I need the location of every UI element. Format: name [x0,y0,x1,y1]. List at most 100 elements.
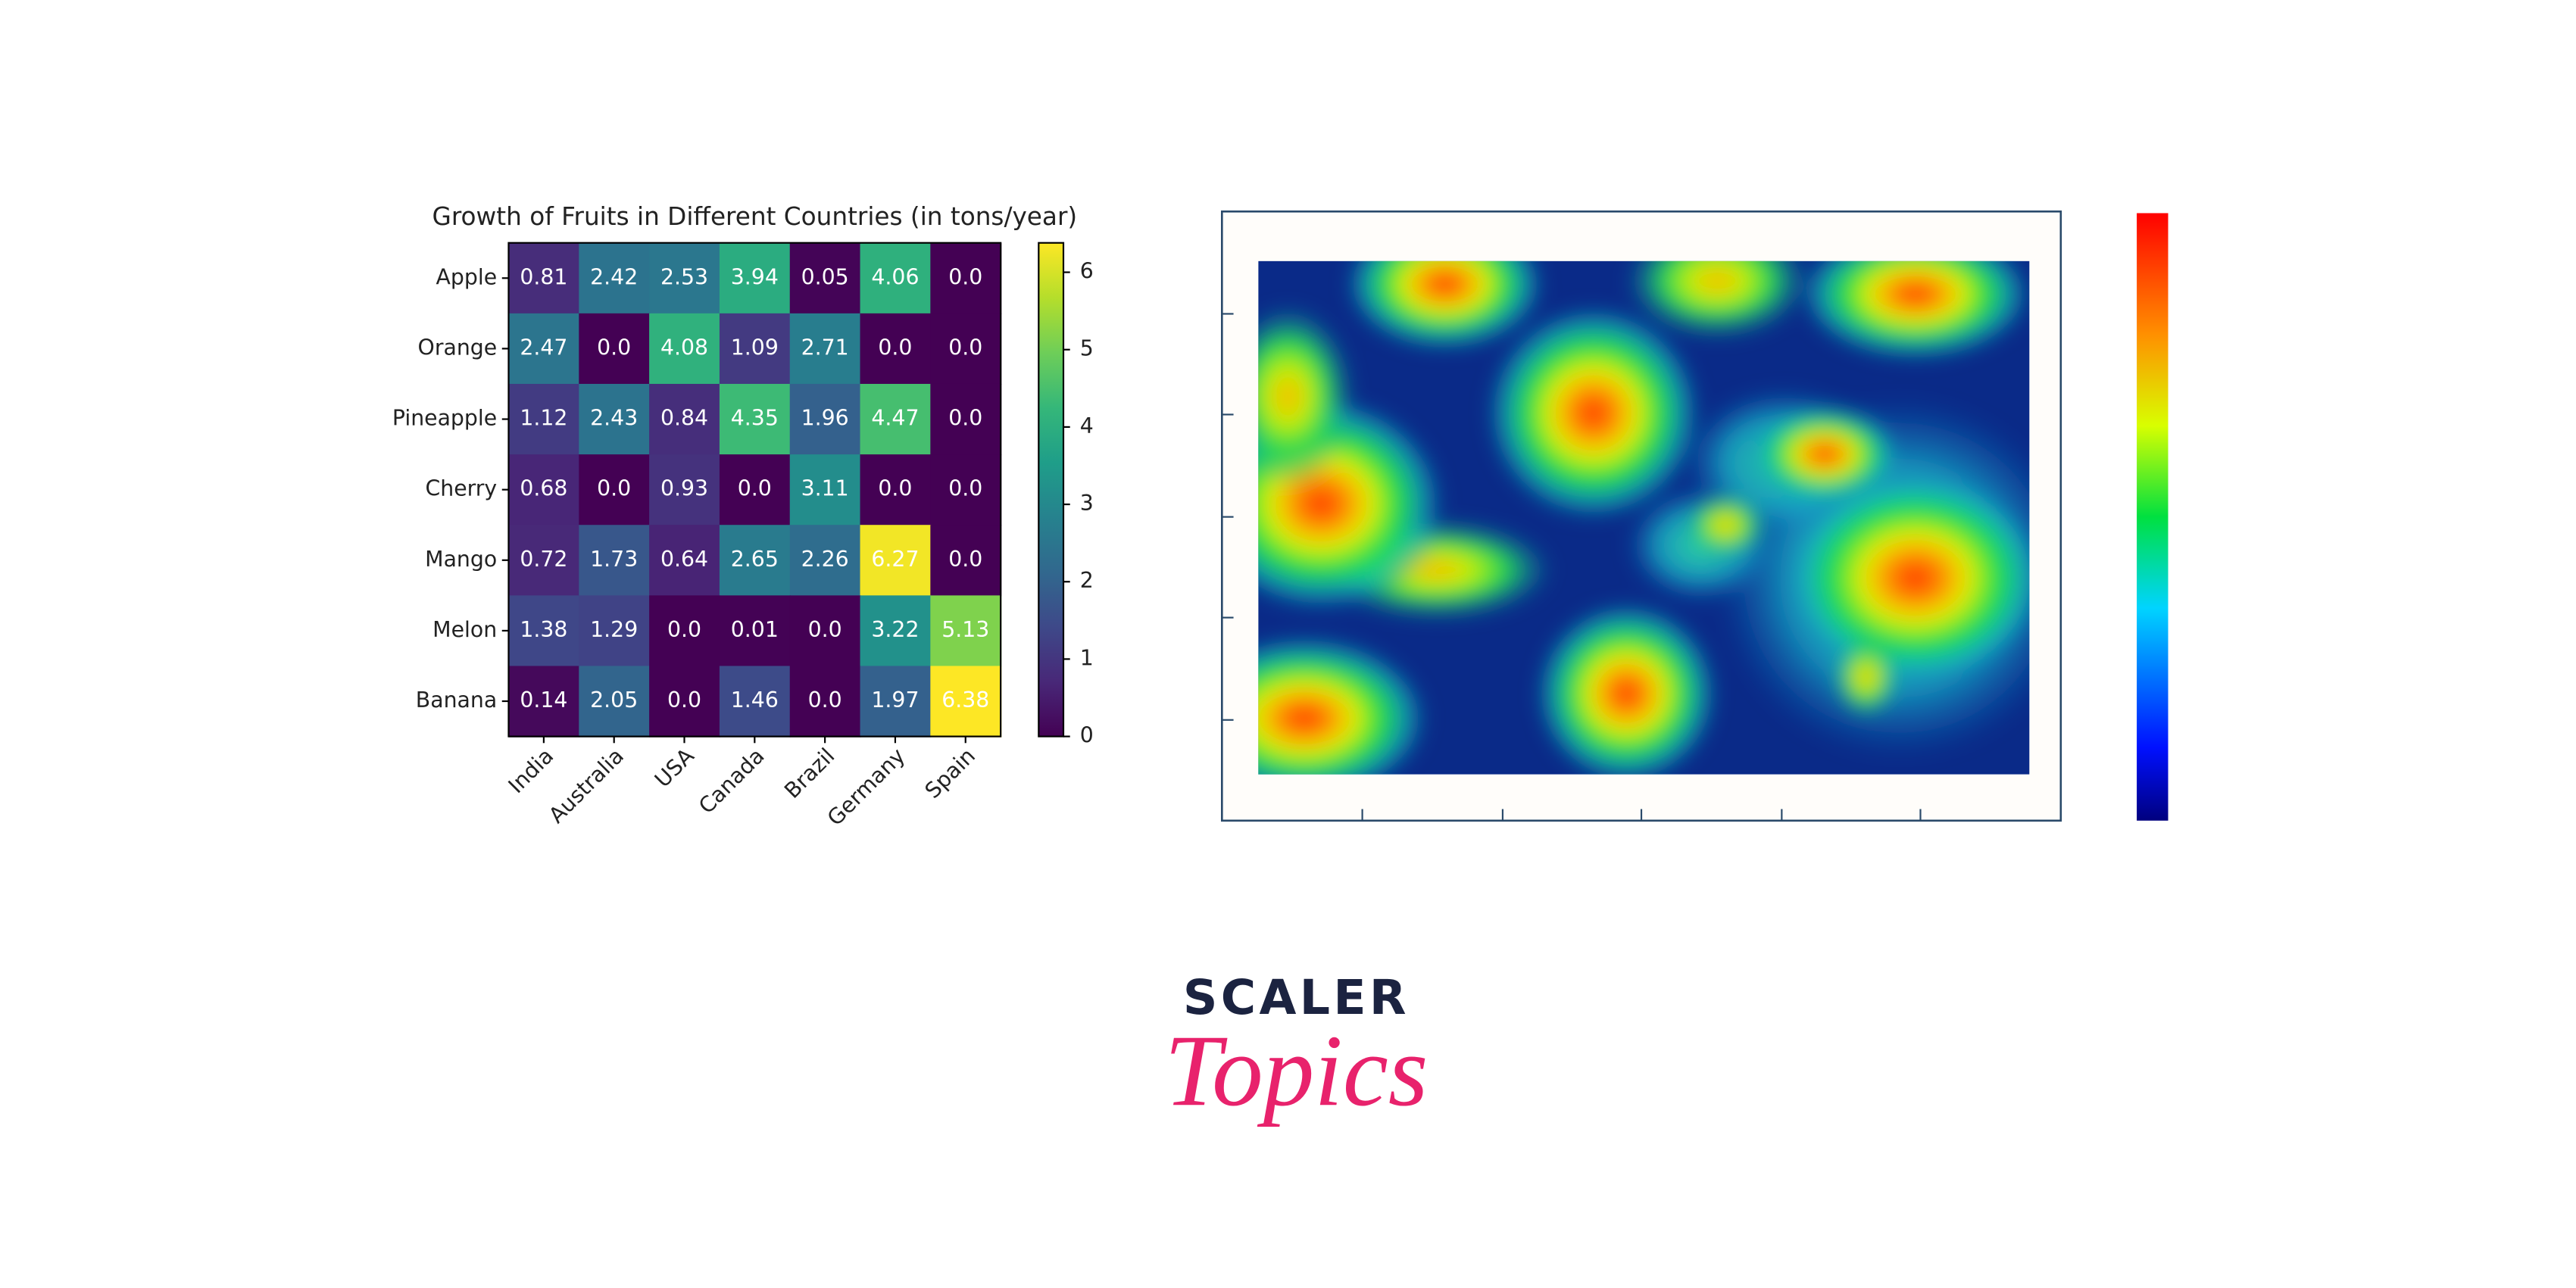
cell-label: 5.13 [941,617,989,642]
heat-cell [508,595,580,667]
heat-cell [930,313,1002,385]
colorbar [1038,242,1065,738]
cell-label: 1.38 [520,617,567,642]
x-tick-label: USA [650,743,699,792]
heat-cell [789,383,861,456]
heat-cell [860,666,932,738]
heat-cell [508,454,580,526]
heat-cell [719,313,791,385]
colorbar-tick-label: 5 [1080,336,1094,361]
jet-colorbar [2137,213,2169,821]
chart-title: Growth of Fruits in Different Countries … [432,202,1077,231]
cell-label: 3.11 [801,476,849,501]
colorbar-tick-label: 1 [1080,645,1094,670]
x-tick-label: Canada [694,744,770,819]
heat-cell [789,242,861,314]
heat-cell [649,242,721,314]
cell-label: 0.14 [520,688,567,713]
heat-cell [579,242,651,314]
cell-label: 4.08 [660,335,708,360]
cell-label: 2.71 [801,335,849,360]
cell-label: 2.42 [590,264,638,289]
heat-cell [649,454,721,526]
heat-cell [930,383,1002,456]
cell-label: 0.72 [520,547,567,572]
cell-label: 1.29 [590,617,638,642]
x-tick-label: India [504,744,559,799]
heat-cell [930,666,1002,738]
y-tick-label: Mango [425,547,497,572]
heat-cell [789,313,861,385]
cell-label: 1.46 [731,688,779,713]
y-tick-label: Cherry [425,476,497,501]
colorbar-tick-label: 3 [1080,491,1094,516]
heat-cell [789,525,861,597]
y-tick-label: Melon [432,617,497,642]
cell-label: 0.0 [948,406,982,431]
x-tick-label: Spain [920,744,980,803]
cell-label: 0.0 [878,476,912,501]
colorbar-tick-label: 0 [1080,723,1094,748]
heat-cell [508,525,580,597]
cell-label: 1.97 [871,688,919,713]
heat-cell [930,454,1002,526]
cell-label: 6.27 [871,547,919,572]
cell-label: 0.0 [948,264,982,289]
colorbar-tick-label: 6 [1080,259,1094,284]
heat-cell [719,525,791,597]
heat-cell [649,666,721,738]
cell-label: 0.93 [660,476,708,501]
heat-cell [579,313,651,385]
cell-label: 2.65 [731,547,779,572]
logo-brand: SCALER [1183,969,1410,1025]
heat-cell [860,595,932,667]
cell-label: 0.0 [878,335,912,360]
heat-cell [719,242,791,314]
heat-cell [579,595,651,667]
heat-cell [579,666,651,738]
cell-label: 1.12 [520,406,567,431]
heat-cell [860,242,932,314]
cell-label: 0.0 [597,335,631,360]
logo-tagline: Topics [1164,1015,1428,1127]
heat-cell [719,595,791,667]
cell-label: 0.68 [520,476,567,501]
heat-cell [508,242,580,314]
cell-label: 6.38 [941,688,989,713]
x-tick-label: Australia [544,744,629,828]
colorbar-tick-label: 2 [1080,568,1094,593]
cell-label: 2.05 [590,688,638,713]
heatmap: 0.81 2.42 2.53 3.94 0.05 4.06 0.02.47 0.0 4.08 1.… [392,242,1094,831]
heat-cell [789,454,861,526]
heat-cell [860,525,932,597]
cell-label: 1.96 [801,406,849,431]
cell-label: 1.09 [731,335,779,360]
cell-label: 4.35 [731,406,779,431]
cell-label: 0.01 [731,617,779,642]
cell-label: 2.26 [801,547,849,572]
heat-cell [719,666,791,738]
heat-cell [860,454,932,526]
y-tick-label: Orange [418,335,498,360]
heat-cell [579,383,651,456]
cell-label: 2.53 [660,264,708,289]
cell-label: 1.73 [590,547,638,572]
heat-cell [719,454,791,526]
heat-cell [649,383,721,456]
y-tick-label: Apple [436,264,498,289]
heat-cell [579,525,651,597]
axis-ticks [1222,313,1922,821]
x-tick-label: Brazil [779,744,839,803]
heat-cell [930,242,1002,314]
cell-label: 4.06 [871,264,919,289]
heat-cell [930,595,1002,667]
cell-label: 0.0 [948,335,982,360]
smooth-heatmap [1220,210,2169,822]
cell-label: 0.0 [808,688,842,713]
cell-label: 0.0 [667,617,701,642]
cell-label: 2.43 [590,406,638,431]
cell-label: 0.0 [948,476,982,501]
heat-cell [719,383,791,456]
cell-label: 3.94 [731,264,779,289]
